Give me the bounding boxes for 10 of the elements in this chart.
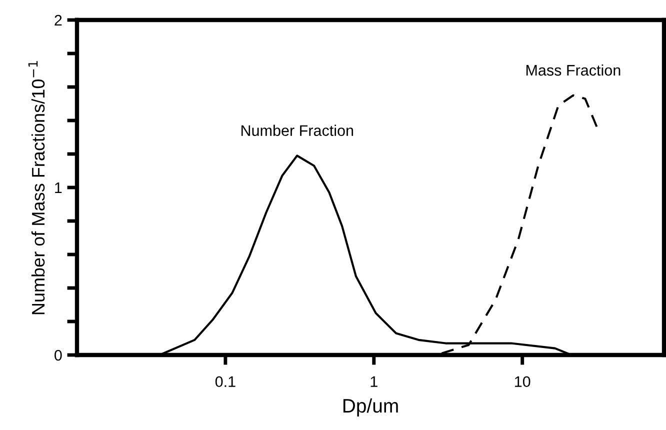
y-axis-title: Number of Mass Fractions/10$^{−1}$ — [28, 61, 45, 314]
x-tick-label: 0.1 — [215, 376, 236, 388]
y-tick-label: 0 — [54, 350, 62, 361]
x-tick-label: 1 — [370, 376, 378, 387]
series-label: Mass Fraction — [526, 64, 620, 76]
y-tick-label: 1 — [55, 182, 62, 194]
x-tick-label: 10 — [515, 376, 530, 388]
x-axis-title: Dp/um — [343, 398, 398, 417]
series-label: Number Fraction — [242, 124, 354, 136]
y-tick-label: 2 — [54, 14, 62, 26]
